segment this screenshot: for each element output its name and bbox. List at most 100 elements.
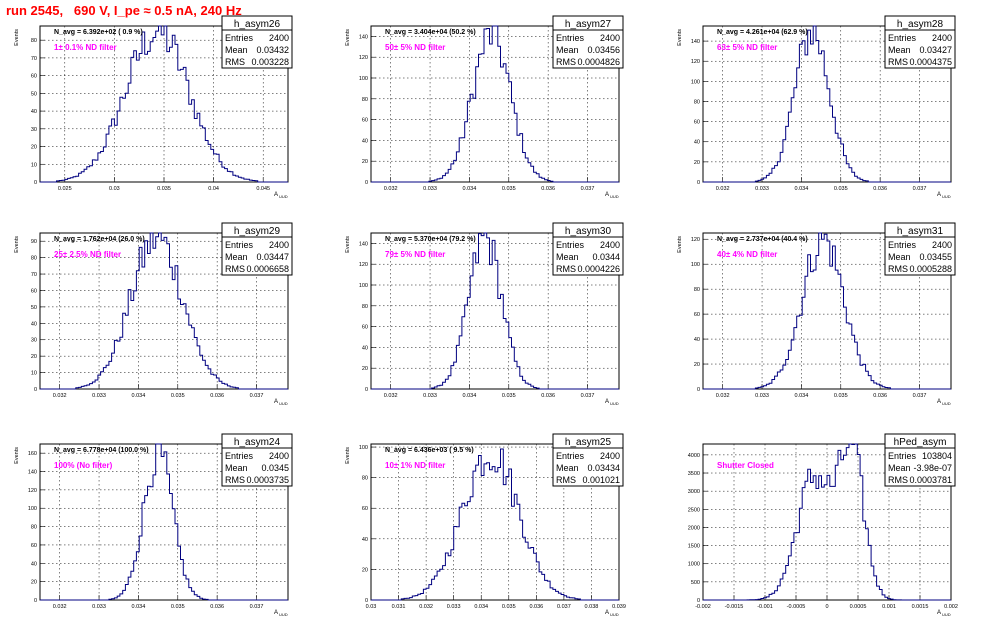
y-tick-label: 50: [31, 305, 37, 311]
x-tick-label: 0.034: [463, 393, 477, 399]
stats-entries-value: 2400: [269, 33, 289, 43]
filter-annotation: 79± 5% ND filter: [385, 250, 445, 259]
histogram-name: h_asym28: [897, 19, 944, 30]
x-tick-label: 0.032: [716, 393, 730, 399]
stats-rms-value: 0.003228: [251, 57, 289, 67]
stats-entries-value: 2400: [932, 33, 952, 43]
y-tick-label: 20: [31, 145, 37, 151]
x-tick-label: 0.032: [384, 186, 398, 192]
stats-entries-label: Entries: [888, 451, 917, 461]
y-tick-label: 80: [362, 304, 368, 310]
x-tick-label: 0.025: [58, 186, 72, 192]
y-tick-label: 120: [359, 55, 368, 61]
x-tick-label: 0.034: [132, 393, 146, 399]
y-axis-title: Events: [677, 236, 683, 253]
y-tick-label: 0: [697, 180, 700, 186]
x-tick-label: 0.039: [612, 604, 626, 610]
y-tick-label: 40: [31, 321, 37, 327]
y-tick-label: 40: [694, 337, 700, 343]
y-tick-label: 100: [359, 76, 368, 82]
histogram-bars: [40, 443, 288, 601]
stats-rms-label: RMS: [888, 57, 908, 67]
navg-label: N_avg = 6.392e+02 ( 0.9 %): [54, 29, 143, 36]
histogram-name: h_asym31: [897, 226, 944, 237]
navg-label: N_avg = 3.404e+04 (50.2 %): [385, 29, 476, 36]
histogram-bars: [40, 232, 288, 390]
y-tick-label: 40: [31, 561, 37, 567]
histogram-bars: [371, 448, 619, 601]
y-tick-label: 20: [362, 567, 368, 573]
histogram-panel-h_asym31: 0.032 0.033 0.034 0.035 0.036 0.037 0 20 40 60 80 1…: [677, 222, 956, 406]
histogram-name: h_asym25: [565, 437, 612, 448]
x-axis-subscript: UUD: [279, 401, 288, 406]
y-axis-title: Events: [345, 447, 351, 464]
x-tick-label: 0.033: [92, 393, 106, 399]
stats-rms-label: RMS: [556, 57, 576, 67]
stats-mean-value: -3.98e-07: [913, 463, 952, 473]
histogram-panel-h_asym24: 0.032 0.033 0.034 0.035 0.036 0.037 0 20 40 60 80 1…: [14, 433, 293, 617]
stats-box: [884, 222, 956, 276]
histogram-name: h_asym27: [565, 19, 612, 30]
navg-label: N_avg = 2.737e+04 (40.4 %): [717, 236, 808, 243]
x-tick-label: 0.032: [53, 393, 67, 399]
stats-mean-label: Mean: [888, 463, 911, 473]
x-axis-title: A: [937, 192, 941, 198]
x-tick-label: 0.036: [210, 604, 224, 610]
x-tick-label: 0.035: [502, 604, 516, 610]
stats-entries-value: 2400: [932, 240, 952, 250]
x-tick-label: 0.031: [392, 604, 406, 610]
stats-box: [552, 433, 624, 487]
y-tick-label: 2500: [688, 507, 700, 513]
histogram-bars: [703, 25, 951, 183]
y-axis-title: Events: [14, 236, 20, 253]
y-tick-label: 80: [31, 525, 37, 531]
x-axis-title: A: [274, 192, 278, 198]
y-tick-label: 100: [691, 262, 700, 268]
y-tick-label: 1500: [688, 544, 700, 550]
filter-annotation: 40± 4% ND filter: [717, 250, 777, 259]
x-tick-label: -0.0015: [725, 604, 744, 610]
x-tick-label: 0.032: [716, 186, 730, 192]
stats-mean-value: 0.0344: [592, 252, 620, 262]
histogram-name: h_asym24: [234, 437, 281, 448]
stats-entries-value: 2400: [269, 451, 289, 461]
histogram-bars: [703, 232, 951, 390]
x-tick-label: 0.033: [423, 186, 437, 192]
y-tick-label: 0: [365, 180, 368, 186]
x-tick-label: 0.037: [250, 604, 264, 610]
x-axis-subscript: UUD: [610, 612, 619, 617]
x-tick-label: 0.037: [581, 186, 595, 192]
x-tick-label: 0.036: [210, 393, 224, 399]
y-tick-label: 0: [34, 387, 37, 393]
x-tick-label: 0.033: [755, 393, 769, 399]
stats-rms-value: 0.0004826: [577, 57, 620, 67]
y-tick-label: 30: [31, 338, 37, 344]
page-title: run 2545, 690 V, I_pe ≈ 0.5 nA, 240 Hz: [6, 3, 242, 18]
x-axis-subscript: UUD: [279, 612, 288, 617]
y-tick-label: 80: [362, 476, 368, 482]
x-axis-title: A: [937, 610, 941, 616]
stats-box: [221, 15, 293, 69]
x-tick-label: 0.033: [423, 393, 437, 399]
y-tick-label: 40: [31, 109, 37, 115]
x-tick-label: 0.032: [53, 604, 67, 610]
y-tick-label: 120: [691, 59, 700, 65]
y-tick-label: 40: [362, 138, 368, 144]
x-axis-title: A: [605, 610, 609, 616]
filter-annotation: 50± 5% ND filter: [385, 43, 445, 52]
stats-rms-label: RMS: [888, 475, 908, 485]
x-tick-label: 0.035: [171, 393, 185, 399]
y-tick-label: 90: [31, 239, 37, 245]
y-tick-label: 30: [31, 127, 37, 133]
x-tick-label: 0.032: [419, 604, 433, 610]
stats-rms-label: RMS: [225, 264, 245, 274]
y-tick-label: 20: [31, 580, 37, 586]
stats-mean-label: Mean: [556, 463, 579, 473]
x-axis-subscript: UUD: [942, 401, 951, 406]
stats-mean-label: Mean: [225, 252, 248, 262]
x-axis-title: A: [937, 399, 941, 405]
stats-rms-label: RMS: [888, 264, 908, 274]
stats-mean-label: Mean: [556, 252, 579, 262]
filter-annotation: 63± 5% ND filter: [717, 43, 777, 52]
y-axis-title: Events: [677, 29, 683, 46]
